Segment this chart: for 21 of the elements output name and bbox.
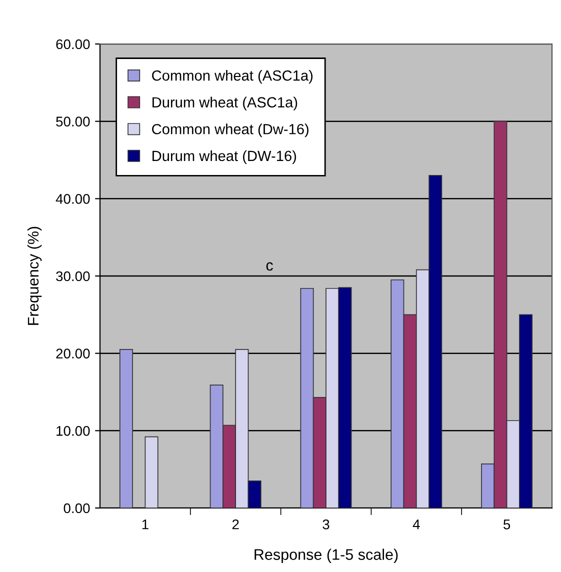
- bar: [144, 436, 158, 508]
- y-tick-label: 30.00: [56, 271, 90, 282]
- y-tick-label: 50.00: [56, 116, 90, 127]
- x-tick-label: 2: [232, 519, 239, 530]
- y-axis-title: Frequency (%): [27, 226, 42, 325]
- y-tick-label: 20.00: [56, 348, 90, 359]
- legend-label: Common wheat (Dw-16): [152, 124, 308, 138]
- y-tick-label: 0.00: [64, 503, 90, 514]
- x-tick-label: 1: [142, 520, 148, 530]
- legend-label: Durum wheat (ASC1a): [152, 96, 298, 110]
- x-axis-title: Response (1-5 scale): [254, 548, 398, 563]
- y-tick-label: 60.00: [56, 39, 90, 50]
- legend-label: Common wheat (ASC1a): [152, 70, 313, 84]
- bar: [119, 349, 133, 508]
- y-tick-label: 10.00: [56, 426, 90, 436]
- x-tick-label: 5: [503, 520, 510, 530]
- x-tick-label: 3: [322, 519, 330, 530]
- y-tick-label: 40.00: [56, 194, 90, 204]
- x-tick-label: 4: [412, 520, 420, 530]
- annotation: c: [266, 262, 273, 271]
- legend-label: Durum wheat (DW-16): [152, 150, 296, 164]
